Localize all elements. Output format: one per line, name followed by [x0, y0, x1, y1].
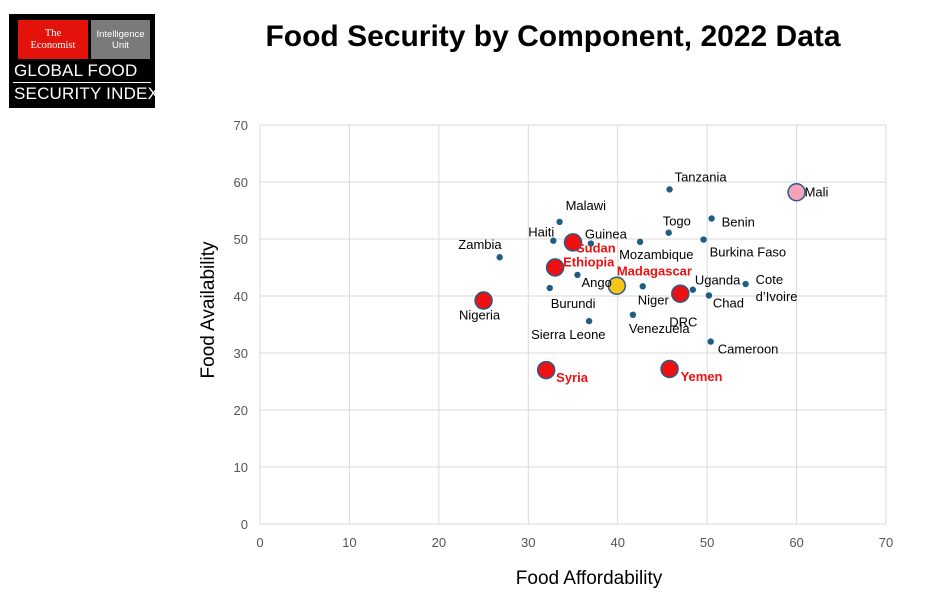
point-burundi — [546, 284, 553, 292]
y-tick-label: 30 — [234, 346, 248, 361]
point-tanzania — [666, 186, 673, 193]
point-label-nigeria: Nigeria — [459, 308, 501, 323]
point-label-ethiopia: Ethiopia — [563, 255, 615, 270]
point-sierra-leone — [585, 317, 593, 325]
point-syria — [536, 360, 556, 380]
point-mali — [787, 183, 806, 202]
point-label-togo: Togo — [663, 214, 691, 229]
point-cote-d-ivoire — [742, 280, 749, 288]
point-label-zambia: Zambia — [458, 237, 502, 252]
point-label-malawi: Malawi — [566, 198, 607, 213]
point-label-mali: Mali — [805, 184, 829, 199]
point-label-chad: Chad — [713, 295, 744, 310]
point-label-burkina-faso: Burkina Faso — [710, 245, 787, 260]
y-tick-label: 20 — [234, 403, 248, 418]
point-layer — [474, 183, 806, 380]
point-benin — [708, 215, 715, 222]
eiu-logo-line2: Unit — [112, 39, 129, 51]
x-tick-label: 0 — [256, 535, 263, 550]
point-sudan — [563, 233, 583, 252]
y-axis-label: Food Availability — [198, 241, 219, 378]
point-angola — [574, 271, 581, 279]
gfsi-logo: The Economist Intelligence Unit GLOBAL F… — [9, 14, 159, 108]
eiu-logo-badge: Intelligence Unit — [91, 20, 150, 59]
economist-logo-line1: The — [44, 27, 62, 39]
point-label-niger: Niger — [638, 292, 670, 307]
point-niger — [639, 283, 646, 290]
x-tick-label: 50 — [700, 535, 714, 550]
point-madagascar — [607, 276, 627, 295]
x-tick-label: 70 — [879, 535, 893, 550]
point-uganda — [689, 286, 697, 293]
point-guinea — [587, 240, 595, 247]
point-nigeria — [474, 291, 493, 310]
point-label-tanzania: Tanzania — [675, 169, 728, 184]
point-ethiopia — [545, 258, 565, 277]
point-label-haiti: Haiti — [528, 225, 554, 240]
logo-divider — [13, 82, 151, 83]
y-tick-label: 0 — [241, 517, 248, 532]
point-yemen — [660, 359, 679, 379]
index-name-line1: GLOBAL FOOD — [14, 61, 138, 80]
y-tick-label: 60 — [234, 175, 248, 190]
point-haiti — [550, 237, 557, 244]
point-drc — [671, 284, 690, 303]
economist-logo-line2: Economist — [30, 39, 76, 51]
point-label-sudan: Sudan — [576, 240, 616, 255]
point-label-uganda: Uganda — [695, 273, 741, 288]
point-label-guinea: Guinea — [585, 227, 628, 242]
point-label-burundi: Burundi — [551, 296, 596, 311]
point-chad — [705, 292, 713, 299]
point-label-benin: Benin — [722, 214, 755, 229]
x-tick-label: 30 — [521, 535, 535, 550]
x-tick-label: 10 — [342, 535, 356, 550]
x-tick-label: 60 — [789, 535, 803, 550]
y-tick-label: 40 — [234, 289, 248, 304]
point-label-yemen: Yemen — [681, 369, 723, 384]
point-zambia — [496, 254, 503, 261]
point-label-layer: Tanzania Mali Malawi Benin Togo Haiti SudanGui… — [458, 169, 828, 385]
economist-logo-badge: The Economist — [18, 20, 88, 59]
y-tick-label: 70 — [234, 118, 248, 133]
point-malawi — [556, 218, 563, 226]
chart-title: Food Security by Component, 2022 Data — [265, 20, 841, 53]
point-label-madagascar: Madagascar — [617, 264, 692, 279]
point-label-cameroon: Cameroon — [718, 342, 779, 357]
tick-label-layer: 0 10 20 30 40 50 60 70 0 10 20 30 40 50 60 70 — [234, 118, 894, 550]
point-label-cote-d-ivoire: Cote d’Ivoire — [756, 272, 798, 304]
x-axis-label: Food Affordability — [516, 568, 663, 589]
point-label-angola: Angola — [581, 275, 622, 290]
point-mozambique — [636, 238, 644, 246]
point-label-sierra-leone: Sierra Leone — [531, 327, 605, 342]
eiu-logo-line1: Intelligence — [96, 28, 145, 40]
point-label-drc: DRC — [669, 315, 697, 330]
point-label-venezuela: Venezuela — [629, 321, 690, 336]
x-tick-label: 40 — [610, 535, 624, 550]
y-tick-label: 10 — [234, 460, 248, 475]
y-tick-label: 50 — [234, 232, 248, 247]
index-name-line2: SECURITY INDEX — [14, 84, 160, 103]
point-label-mozambique: Mozambique — [619, 247, 693, 262]
point-cameroon — [707, 338, 714, 345]
point-burkina-faso — [700, 236, 707, 243]
point-label-syria: Syria — [556, 370, 589, 385]
x-tick-label: 20 — [432, 535, 446, 550]
point-venezuela — [629, 311, 637, 319]
point-togo — [665, 229, 672, 236]
